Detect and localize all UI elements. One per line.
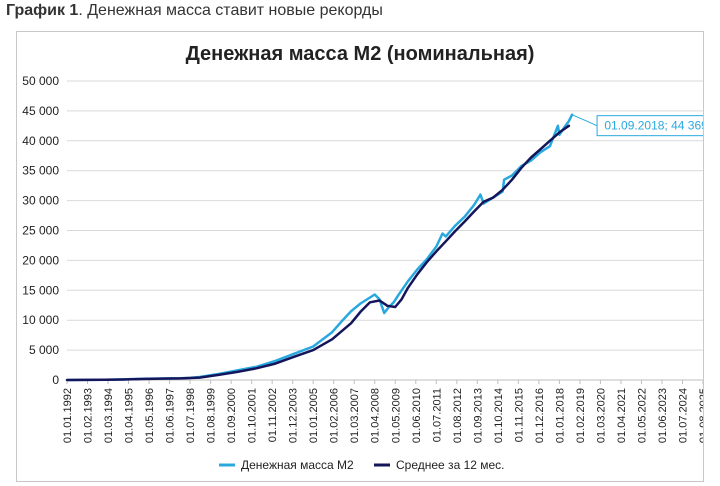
x-tick-label: 01.03.2007 <box>349 388 361 443</box>
x-tick-label: 01.04.2021 <box>616 388 628 443</box>
y-tick-label: 40 000 <box>22 134 59 148</box>
x-tick-label: 01.10.2014 <box>493 388 505 443</box>
x-tick-label: 01.06.1997 <box>165 388 177 443</box>
x-tick-label: 01.07.2024 <box>677 388 689 443</box>
x-tick-label: 01.08.1999 <box>206 388 218 443</box>
money-supply-chart: Денежная масса М2 (номинальная) 0 5 000 10… <box>22 43 703 472</box>
legend: Денежная масса М2 Среднее за 12 мес. <box>219 458 505 472</box>
x-tick-label: 01.08.2025 <box>698 388 703 443</box>
annotation-box <box>596 115 703 137</box>
legend-label: Среднее за 12 мес. <box>396 458 505 472</box>
x-tick-label: 01.11.2015 <box>513 388 525 442</box>
x-tick-label: 01.02.2006 <box>329 388 341 443</box>
y-tick-label: 45 000 <box>22 104 59 118</box>
series-line-m2 <box>65 113 574 382</box>
y-tick-label: 35 000 <box>22 164 59 178</box>
y-tick-label: 15 000 <box>22 283 59 297</box>
x-tick-label: 01.03.1994 <box>103 388 115 443</box>
gridlines <box>67 80 703 381</box>
x-tick-label: 01.03.2020 <box>595 388 607 443</box>
x-tick-label: 01.11.2002 <box>267 388 279 442</box>
series-line-avg-12m <box>65 124 571 382</box>
x-tick-label: 01.01.2005 <box>308 388 320 443</box>
y-tick-label: 25 000 <box>22 224 59 238</box>
x-tick-label: 01.05.2022 <box>636 388 648 443</box>
x-tick-label: 01.02.2019 <box>575 388 587 443</box>
y-tick-label: 20 000 <box>22 253 59 267</box>
x-tick-label: 01.08.2012 <box>452 388 464 443</box>
x-tick-label: 01.04.1995 <box>124 388 136 443</box>
x-tick-label: 01.05.1996 <box>144 388 156 443</box>
annotation-leader-line <box>571 114 598 127</box>
chart-title: Денежная масса М2 (номинальная) <box>186 43 535 65</box>
x-tick-label: 01.01.2018 <box>554 388 566 443</box>
x-tick-label: 01.09.2000 <box>226 388 238 443</box>
x-tick-label: 01.05.2009 <box>390 388 402 443</box>
x-tick-label: 01.07.2011 <box>431 388 443 442</box>
x-tick-label: 01.07.1998 <box>185 388 197 443</box>
legend-label: Денежная масса М2 <box>241 458 354 472</box>
figure-number: График 1 <box>6 2 79 19</box>
x-tick-label: 01.06.2010 <box>411 388 423 443</box>
y-tick-label: 10 000 <box>22 313 59 327</box>
x-tick-label: 01.10.2001 <box>247 388 259 443</box>
y-tick-label: 50 000 <box>22 74 59 88</box>
annotation-layer: 01.09.2018; 44 369 <box>571 114 703 137</box>
x-tick-label: 01.02.1993 <box>83 388 95 443</box>
x-tick-label: 01.01.1992 <box>62 388 74 443</box>
x-tick-label: 01.09.2013 <box>472 388 484 443</box>
x-tick-label: 01.04.2008 <box>370 388 382 443</box>
chart-frame: Денежная масса М2 (номинальная) 0 5 000 10… <box>16 31 704 482</box>
x-tick-label: 01.06.2023 <box>657 388 669 443</box>
y-tick-label: 0 <box>52 373 59 387</box>
y-tick-label: 5 000 <box>29 343 59 357</box>
x-tick-label: 01.12.2016 <box>534 388 546 443</box>
figure-caption: График 1. Денежная масса ставит новые ре… <box>6 2 383 20</box>
series-lines <box>65 113 574 382</box>
y-tick-label: 30 000 <box>22 194 59 208</box>
annotation-label: 01.09.2018; 44 369 <box>604 119 703 133</box>
figure-caption-text: . Денежная масса ставит новые рекорды <box>78 2 383 19</box>
axes: 0 5 000 10 000 15 000 20 000 25 000 30 000 35 0… <box>22 74 703 443</box>
x-tick-label: 01.12.2003 <box>288 388 300 443</box>
